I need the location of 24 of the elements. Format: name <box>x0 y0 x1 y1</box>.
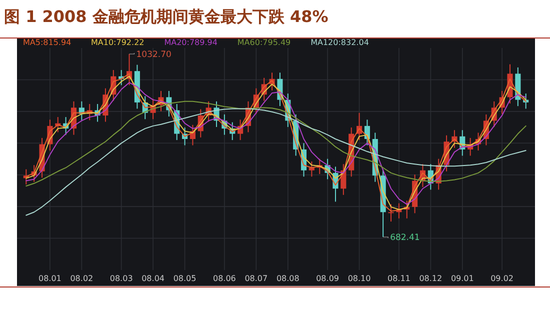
candlestick <box>308 160 314 178</box>
x-tick-label: 09.02 <box>490 274 514 283</box>
annotation: 682.41 <box>390 233 420 243</box>
x-tick-label: 08.09 <box>316 274 340 283</box>
x-tick-label: 08.10 <box>348 274 371 283</box>
x-tick-label: 08.08 <box>276 274 300 283</box>
candlestick <box>388 204 394 222</box>
text: MA120:832.04 <box>310 38 369 47</box>
x-tick-label: 08.06 <box>212 274 236 283</box>
x-tick-label: 08.11 <box>387 274 410 283</box>
x-tick-label: 08.12 <box>419 274 442 283</box>
x-tick-label: 09.01 <box>450 274 474 283</box>
x-tick-label: 08.04 <box>142 274 165 283</box>
chart-title: 图 1 2008 金融危机期间黄金最大下跌 48% <box>4 7 328 26</box>
annotation: 1032.70 <box>136 50 172 60</box>
x-tick-label: 08.07 <box>244 274 268 283</box>
text: MA10:792.22 <box>91 38 144 47</box>
x-tick-label: 08.03 <box>110 274 133 283</box>
x-tick-label: 08.05 <box>173 274 196 283</box>
text: MA60:795.49 <box>237 38 291 47</box>
x-tick-label: 08.01 <box>38 274 62 283</box>
text: MA20:789.94 <box>164 38 218 47</box>
x-tick-label: 08.02 <box>70 274 94 283</box>
text: MA5:815.94 <box>23 38 72 47</box>
